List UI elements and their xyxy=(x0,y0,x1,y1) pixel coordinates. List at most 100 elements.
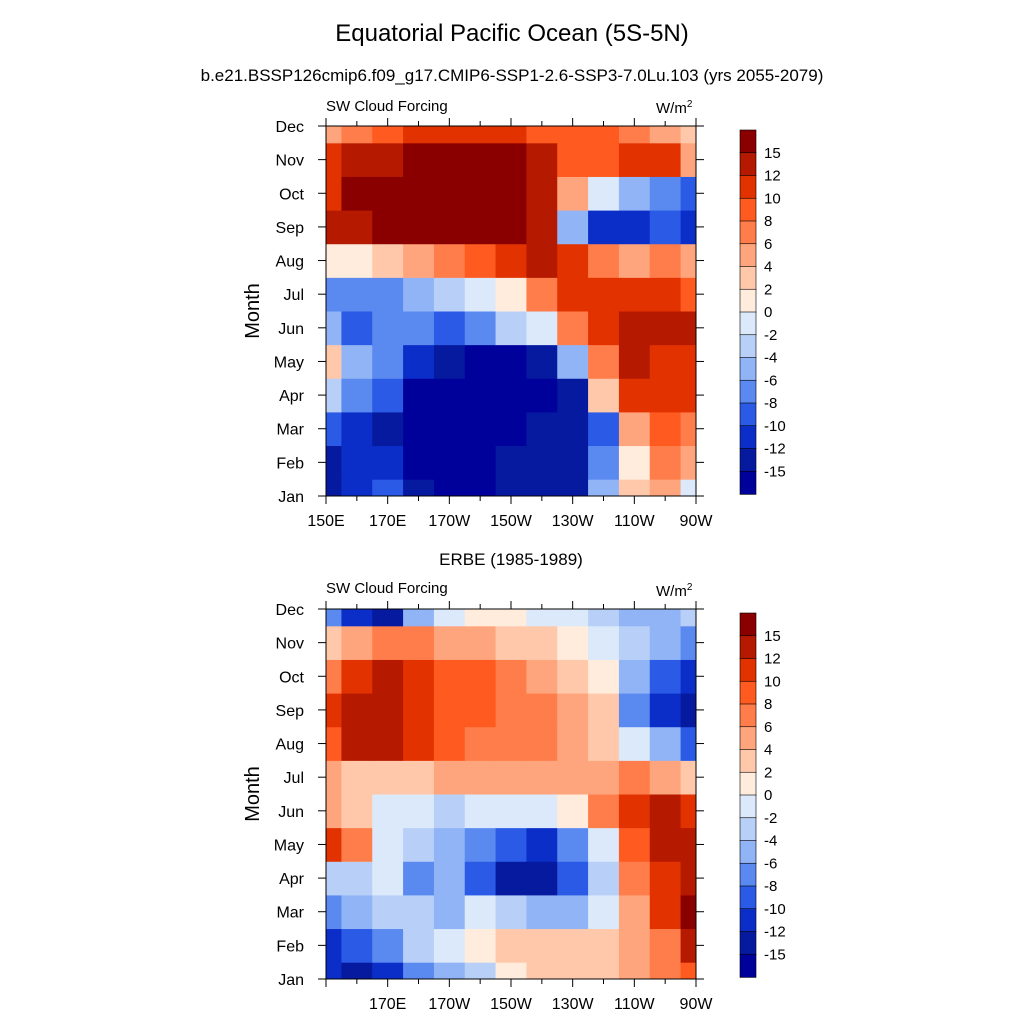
heatmap-cell xyxy=(588,827,620,862)
colorbar-swatch xyxy=(739,197,757,222)
heatmap-cell xyxy=(464,726,497,761)
heatmap-cell xyxy=(372,210,404,245)
heatmap-cell xyxy=(326,142,342,177)
heatmap-cell xyxy=(372,861,404,896)
heatmap-cell xyxy=(588,126,620,144)
heatmap-cell xyxy=(649,894,682,930)
heatmap-cell xyxy=(464,176,497,211)
heatmap-cell xyxy=(495,928,527,963)
heatmap-cell xyxy=(464,894,497,930)
heatmap-cell xyxy=(403,479,435,497)
heatmap-cell xyxy=(403,176,435,211)
heatmap-cell xyxy=(588,176,620,211)
heatmap-cell xyxy=(649,210,682,245)
colorbar-label: 4 xyxy=(764,742,772,759)
heatmap-cell xyxy=(526,693,558,728)
heatmap-cell xyxy=(464,962,497,980)
heatmap-cell xyxy=(557,445,589,480)
heatmap-cell xyxy=(433,760,466,795)
heatmap-cell xyxy=(526,827,558,862)
heatmap-cell xyxy=(403,760,435,795)
heatmap-cell xyxy=(557,928,589,963)
colorbar-erbe: 15 12 10 8 6 4 2 0 -2 -4 -6 -8 -10 -12 -15 xyxy=(739,612,786,978)
heatmap-cell xyxy=(649,962,682,980)
colorbar-label: -12 xyxy=(764,441,786,458)
heatmap-cell xyxy=(649,311,682,346)
heatmap-cell xyxy=(680,311,697,346)
colorbar-label: -4 xyxy=(764,833,777,850)
heatmap-cell xyxy=(433,142,466,177)
heatmap-cell xyxy=(680,210,697,245)
heatmap-cell xyxy=(372,411,404,447)
heatmap-cell xyxy=(588,479,620,497)
heatmap-cell xyxy=(433,625,466,660)
heatmap-cell xyxy=(680,760,697,795)
heatmap-cell xyxy=(618,344,651,379)
heatmap-cell xyxy=(372,827,404,862)
colorbar-swatch xyxy=(739,152,757,177)
colorbar-swatch xyxy=(739,680,757,705)
heatmap-cell xyxy=(372,142,404,177)
heatmap-cell xyxy=(341,210,373,245)
heatmap-cell xyxy=(326,625,342,660)
heatmap-cell xyxy=(372,625,404,660)
colorbar-swatch xyxy=(739,175,757,199)
y-tick-label: Dec xyxy=(276,602,304,619)
units-label: W/m2 xyxy=(656,582,693,600)
heatmap-cell xyxy=(680,445,697,480)
heatmap-cell xyxy=(649,378,682,413)
heatmap-cell xyxy=(649,176,682,211)
y-tick-label: Aug xyxy=(276,737,304,754)
heatmap-cell xyxy=(433,962,466,980)
heatmap-cell xyxy=(341,479,373,497)
heatmap-cell xyxy=(526,479,558,497)
heatmap-cell xyxy=(326,344,342,379)
colorbar-swatch xyxy=(739,425,757,450)
y-tick-label: Mar xyxy=(276,422,304,439)
heatmap-cell xyxy=(326,210,342,245)
heatmap-cell xyxy=(649,445,682,480)
heatmap-cell xyxy=(526,176,558,211)
heatmap-cell xyxy=(526,894,558,930)
heatmap-cell xyxy=(403,344,435,379)
heatmap-cell xyxy=(526,411,558,447)
heatmap-cell xyxy=(526,928,558,963)
heatmap-cell xyxy=(341,962,373,980)
colorbar-label: -8 xyxy=(764,395,777,412)
colorbar-swatch xyxy=(739,817,757,842)
heatmap-cell xyxy=(526,311,558,346)
colorbar-label: 2 xyxy=(764,281,772,298)
colorbar-label: -2 xyxy=(764,810,777,827)
colorbar-label: -6 xyxy=(764,372,777,389)
heatmap-cell xyxy=(433,794,466,829)
heatmap-cell xyxy=(618,142,651,177)
colorbar-label: -15 xyxy=(764,946,786,963)
colorbar-swatch xyxy=(739,953,757,978)
heatmap-cell xyxy=(341,693,373,728)
heatmap-cell xyxy=(326,726,342,761)
heatmap-cell xyxy=(464,794,497,829)
heatmap-cell xyxy=(526,609,558,627)
heatmap-cell xyxy=(680,861,697,896)
heatmap-cell xyxy=(526,794,558,829)
y-tick-labels: Jan Feb Mar Apr May Jun Jul Aug Sep Oct Nov Dec xyxy=(274,602,305,989)
colorbar-swatch xyxy=(739,334,757,359)
heatmap-cell xyxy=(403,861,435,896)
panel-left-label: SW Cloud Forcing xyxy=(326,98,448,115)
heatmap-cell xyxy=(464,861,497,896)
heatmap-cell xyxy=(680,962,697,980)
heatmap-cell xyxy=(464,311,497,346)
heatmap-cell xyxy=(433,827,466,862)
heatmap-cell xyxy=(526,625,558,660)
heatmap-cell xyxy=(588,311,620,346)
heatmap-cell xyxy=(433,411,466,447)
heatmap-cell xyxy=(680,609,697,627)
colorbar-label: 6 xyxy=(764,719,772,736)
heatmap-cell xyxy=(618,625,651,660)
x-tick-label: 110W xyxy=(614,513,656,530)
heatmap-cell xyxy=(341,126,373,144)
heatmap-cell xyxy=(326,861,342,896)
heatmap-cell xyxy=(588,210,620,245)
y-tick-label: Apr xyxy=(279,871,305,888)
